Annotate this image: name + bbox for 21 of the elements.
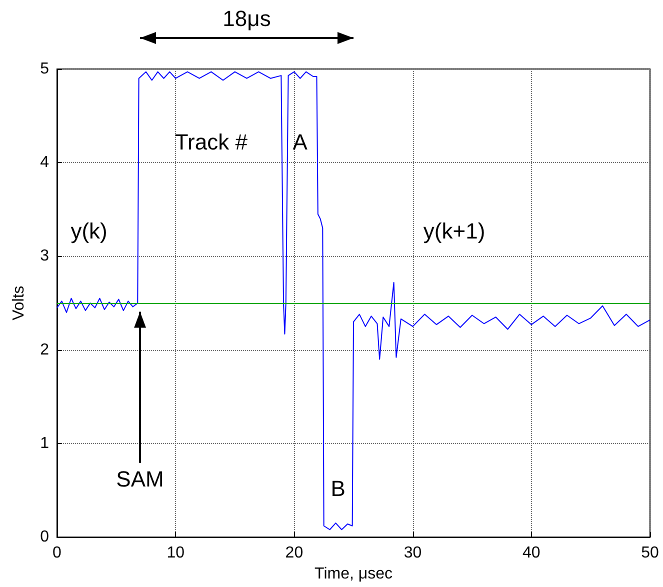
y-tick-label: 1 (40, 434, 50, 452)
annotation: A (292, 130, 308, 155)
y-tick-label: 4 (40, 154, 50, 172)
x-tick-label: 10 (166, 544, 185, 562)
y-tick-label: 0 (40, 528, 50, 546)
x-tick-label: 30 (404, 544, 422, 562)
annotation: SAM (116, 466, 164, 492)
annotation: y(k+1) (423, 218, 486, 244)
x-tick-label: 0 (52, 544, 62, 562)
y-axis-title: Volts (10, 286, 28, 320)
y-tick-label: 5 (40, 60, 50, 78)
y-tick-label: 3 (40, 248, 50, 265)
x-axis-title: Time, μsec (314, 566, 392, 582)
x-tick-label: 50 (641, 544, 659, 562)
annotation: Track # (174, 130, 248, 155)
x-tick-label: 20 (285, 544, 304, 562)
text: 18μs (222, 6, 271, 31)
annotation: y(k) (70, 218, 108, 244)
y-tick-label: 2 (40, 341, 50, 358)
x-tick-label: 40 (522, 544, 540, 562)
annotation: B (330, 476, 346, 502)
